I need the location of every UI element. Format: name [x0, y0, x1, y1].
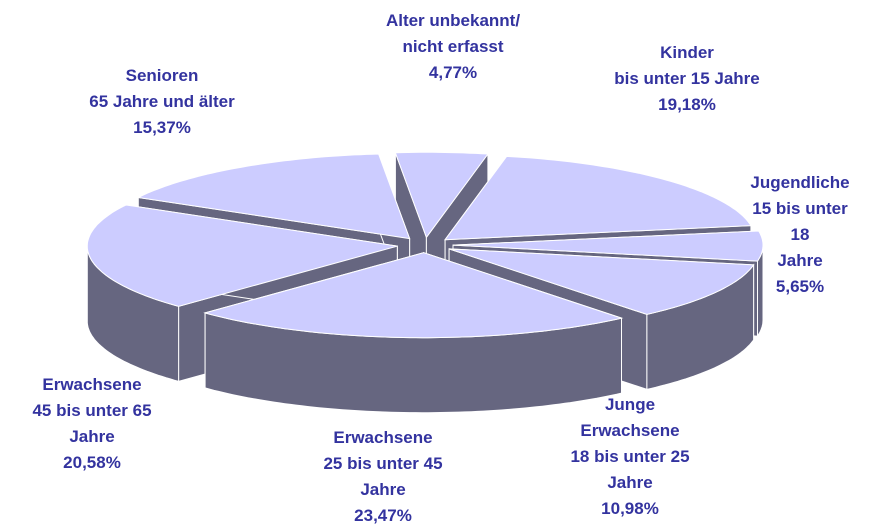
value-label: 5,65% [775, 277, 825, 296]
category-name: Kinder bis unter 15 Jahre [614, 43, 760, 88]
category-name: Erwachsene 45 bis unter 65 Jahre [32, 375, 152, 446]
value-label: 19,18% [658, 95, 716, 114]
value-label: 23,47% [354, 506, 412, 525]
slice-label: Junge Erwachsene 18 bis unter 25 Jahre 10… [570, 392, 689, 522]
slice-top [136, 153, 411, 240]
slice-label: Alter unbekannt/ nicht erfasst 4,77% [386, 8, 520, 86]
slice-top [448, 248, 755, 315]
slice-top [452, 230, 764, 262]
slice-top [444, 155, 752, 241]
slice-top [203, 252, 624, 339]
value-label: 10,98% [601, 499, 659, 518]
category-name: Jugendliche 15 bis unter 18 Jahre [750, 173, 850, 270]
slice-label: Erwachsene 25 bis unter 45 Jahre 23,47% [323, 425, 442, 529]
slice-label: Senioren 65 Jahre und älter 15,37% [89, 63, 235, 141]
value-label: 15,37% [133, 118, 191, 137]
category-name: Junge Erwachsene 18 bis unter 25 Jahre [570, 395, 690, 492]
slice-label: Erwachsene 45 bis unter 65 Jahre 20,58% [32, 372, 151, 476]
slice [203, 252, 624, 414]
category-name: Alter unbekannt/ nicht erfasst [385, 11, 521, 56]
slice-top [86, 204, 398, 307]
category-name: Erwachsene 25 bis unter 45 Jahre [323, 428, 443, 499]
category-name: Senioren 65 Jahre und älter [89, 66, 235, 111]
slice-label: Jugendliche 15 bis unter 18 Jahre 5,65% [750, 170, 849, 300]
value-label: 4,77% [428, 63, 478, 82]
slice-top [394, 151, 489, 239]
slice-label: Kinder bis unter 15 Jahre 19,18% [614, 40, 760, 118]
value-label: 20,58% [63, 453, 121, 472]
